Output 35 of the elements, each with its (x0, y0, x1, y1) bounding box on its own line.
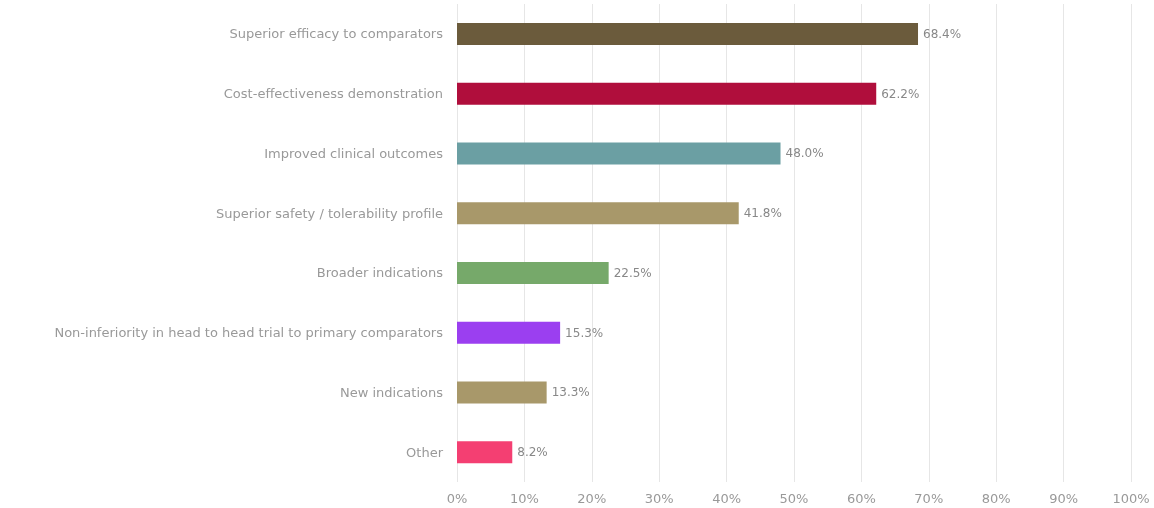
y-tick-label: Broader indications (316, 265, 444, 281)
bar (457, 82, 877, 105)
data-label: 13.3% (551, 385, 590, 400)
y-tick-label: Improved clinical outcomes (264, 145, 444, 161)
x-tick-label: 100% (1112, 491, 1150, 506)
x-tick-label: 50% (779, 491, 809, 506)
data-label: 62.2% (881, 86, 920, 101)
x-tick-label: 70% (914, 491, 944, 506)
bar (457, 142, 781, 165)
data-label: 22.5% (613, 265, 652, 280)
data-label: 41.8% (743, 206, 782, 221)
y-tick-label: Superior efficacy to comparators (229, 26, 444, 42)
x-tick-label: 20% (577, 491, 607, 506)
y-tick-label: Non-inferiority in head to head trial to primary comparators (54, 325, 444, 341)
data-label: 8.2% (517, 445, 548, 460)
bar (457, 202, 739, 225)
bar (457, 381, 547, 404)
data-label: 15.3% (565, 325, 604, 340)
x-tick-label: 80% (981, 491, 1011, 506)
x-tick-label: 40% (712, 491, 742, 506)
y-tick-label: Other (406, 444, 444, 460)
data-label: 48.0% (785, 146, 824, 161)
x-tick-label: 30% (644, 491, 674, 506)
x-tick-label: 0% (446, 491, 468, 506)
data-label: 68.4% (923, 26, 962, 41)
bar (457, 441, 513, 464)
bar (457, 22, 919, 45)
x-tick-label: 10% (509, 491, 539, 506)
y-tick-label: Cost-effectiveness demonstration (223, 86, 443, 102)
y-tick-label: New indications (340, 384, 444, 400)
x-tick-label: 60% (846, 491, 876, 506)
y-tick-label: Superior safety / tolerability profile (216, 205, 443, 221)
x-tick-label: 90% (1049, 491, 1079, 506)
bar (457, 321, 561, 344)
bar (457, 261, 609, 284)
